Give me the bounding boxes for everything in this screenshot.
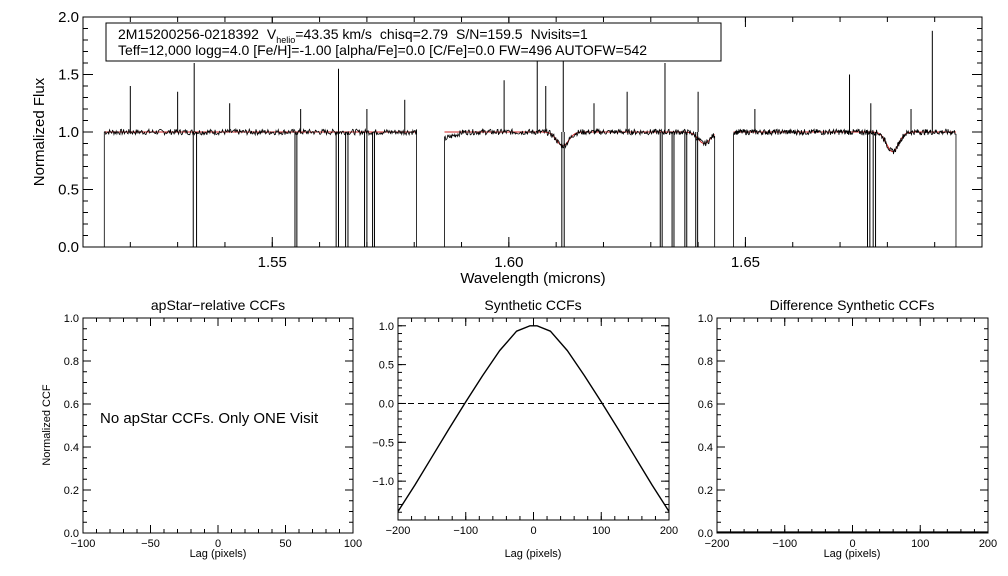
apstar-annotation: No apStar CCFs. Only ONE Visit bbox=[100, 410, 319, 427]
apstar-ytick-label: 0.8 bbox=[64, 356, 79, 368]
spectrum-xtick-label: 1.60 bbox=[494, 254, 523, 271]
apstar-ytick-label: 0.2 bbox=[64, 485, 79, 497]
info-line-2: Teff=12,000 logg=4.0 [Fe/H]=-1.00 [alpha… bbox=[118, 42, 647, 58]
apstar-xtick-label: −100 bbox=[71, 538, 96, 550]
synthetic-xtick-label: 0 bbox=[530, 525, 536, 537]
chisq-text: chisq=2.79 bbox=[380, 26, 448, 42]
difference-xtick-label: 0 bbox=[849, 538, 855, 550]
spectrum-observed-line bbox=[103, 127, 417, 247]
difference-frame bbox=[716, 317, 989, 534]
apstar-ytick-label: 0.0 bbox=[64, 528, 79, 540]
difference-ytick-label: 0.2 bbox=[698, 485, 713, 497]
spectrum-ytick-label: 1.0 bbox=[58, 124, 79, 141]
synthetic-xtick-label: 200 bbox=[660, 525, 678, 537]
synthetic-ytick-label: 1.0 bbox=[379, 321, 394, 333]
info-box: 2M15200256-0218392 Vhelio=43.35 km/s chisq… bbox=[105, 22, 722, 62]
synthetic-xtick-label: 100 bbox=[592, 525, 610, 537]
spectrum-xtick-label: 1.55 bbox=[258, 254, 287, 271]
spectrum-ytick-label: 2.0 bbox=[58, 9, 79, 26]
info-box-frame bbox=[105, 22, 722, 62]
difference-ticks: −200 −100 0 100 200 0.0 0.2 0.4 0.6 0.8 1.0 bbox=[698, 313, 997, 550]
difference-xtick-label: −200 bbox=[705, 538, 730, 550]
spectrum-xlabel: Wavelength (microns) bbox=[460, 270, 605, 287]
apstar-ytick-label: 0.6 bbox=[64, 399, 79, 411]
apstar-xtick-label: 100 bbox=[344, 538, 362, 550]
synthetic-data bbox=[397, 325, 670, 512]
difference-xtick-label: 100 bbox=[911, 538, 929, 550]
spectrum-ticks: 1.55 1.60 1.65 0.0 0.5 1.0 1.5 2.0 bbox=[58, 9, 983, 271]
spectrum-model-line bbox=[733, 131, 956, 153]
spectrum-ylabel: Normalized Flux bbox=[31, 77, 48, 186]
apstar-xtick-label: 0 bbox=[215, 538, 221, 550]
apstar-xtick-label: 50 bbox=[279, 538, 291, 550]
apstar-xtick-label: −50 bbox=[141, 538, 160, 550]
synthetic-xlabel: Lag (pixels) bbox=[505, 548, 562, 560]
spectrum-ytick-label: 1.5 bbox=[58, 67, 79, 84]
synthetic-xtick-label: −200 bbox=[386, 525, 411, 537]
synthetic-xtick-label: −100 bbox=[453, 525, 478, 537]
synthetic-ticks: −200 −100 0 100 200 −1.0 −0.5 0.0 0.5 1.0 bbox=[372, 317, 678, 537]
vhelio-sub: helio bbox=[276, 35, 295, 45]
synthetic-ytick-label: 0.5 bbox=[379, 360, 394, 372]
synthetic-ytick-label: −1.0 bbox=[372, 476, 394, 488]
apstar-ccf-panel: −100 −50 0 50 100 0.0 0.2 0.4 0.6 0.8 1.0 apStar−r… bbox=[41, 297, 362, 560]
spectrum-data bbox=[103, 30, 957, 247]
apstar-ylabel: Normalized CCF bbox=[41, 384, 53, 466]
difference-title: Difference Synthetic CCFs bbox=[770, 297, 935, 313]
spectrum-observed-line bbox=[733, 128, 957, 247]
difference-ytick-label: 0.0 bbox=[698, 528, 713, 540]
apstar-xlabel: Lag (pixels) bbox=[190, 548, 247, 560]
difference-xtick-label: −100 bbox=[772, 538, 797, 550]
synthetic-frame bbox=[397, 317, 670, 521]
star-id: 2M15200256-0218392 bbox=[118, 26, 259, 42]
snr-text: S/N=159.5 bbox=[456, 26, 523, 42]
apstar-title: apStar−relative CCFs bbox=[151, 297, 285, 313]
synthetic-title: Synthetic CCFs bbox=[484, 297, 581, 313]
vhelio-value: =43.35 km/s bbox=[295, 26, 372, 42]
difference-xlabel: Lag (pixels) bbox=[824, 548, 881, 560]
spectrum-ytick-label: 0.0 bbox=[58, 239, 79, 256]
vhelio-prefix: V bbox=[267, 26, 277, 42]
difference-ccf-panel: −200 −100 0 100 200 0.0 0.2 0.4 0.6 0.8 1.0 Differ… bbox=[698, 297, 997, 560]
spectrum-observed-line bbox=[444, 127, 716, 247]
spectrum-panel: 1.55 1.60 1.65 0.0 0.5 1.0 1.5 2.0 Wavelength (… bbox=[31, 9, 983, 287]
difference-ytick-label: 1.0 bbox=[698, 313, 713, 325]
synthetic-ytick-label: 0.0 bbox=[379, 398, 394, 410]
apstar-ytick-label: 0.4 bbox=[64, 442, 79, 454]
info-line-1: 2M15200256-0218392 Vhelio=43.35 km/s chisq… bbox=[118, 26, 588, 45]
difference-ytick-label: 0.8 bbox=[698, 356, 713, 368]
difference-ytick-label: 0.6 bbox=[698, 399, 713, 411]
synthetic-ccf-line bbox=[397, 325, 670, 512]
apstar-ticks: −100 −50 0 50 100 0.0 0.2 0.4 0.6 0.8 1.0 bbox=[64, 313, 362, 550]
difference-xtick-label: 200 bbox=[979, 538, 997, 550]
synthetic-ytick-label: −0.5 bbox=[372, 437, 394, 449]
synthetic-ccf-panel: −200 −100 0 100 200 −1.0 −0.5 0.0 0.5 1.0 Synthet… bbox=[372, 297, 678, 560]
spectrum-ytick-label: 0.5 bbox=[58, 182, 79, 199]
apstar-ytick-label: 1.0 bbox=[64, 313, 79, 325]
difference-ytick-label: 0.4 bbox=[698, 442, 713, 454]
spectrum-xtick-label: 1.65 bbox=[731, 254, 760, 271]
nvisits-text: Nvisits=1 bbox=[531, 26, 588, 42]
